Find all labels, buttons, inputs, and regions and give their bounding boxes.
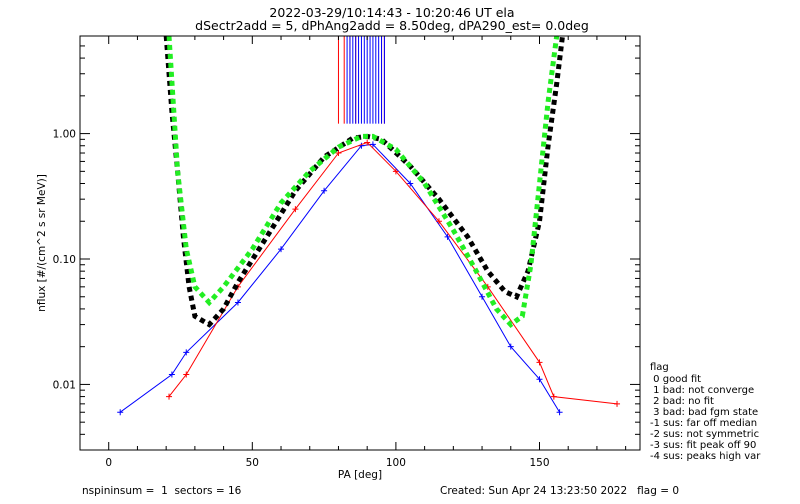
y-tick-label: 0.10	[53, 254, 76, 266]
legend-item: -2 sus: not symmetric	[650, 429, 759, 440]
series-line-fit2	[166, 35, 560, 328]
series-line-fit	[163, 35, 565, 328]
data-point-marker	[444, 233, 451, 240]
x-tick-label: 100	[386, 457, 406, 469]
plot-frame	[79, 35, 641, 451]
data-point-marker	[507, 343, 514, 350]
legend: flag 0 good fit 1 bad: not converge 2 ba…	[650, 362, 761, 462]
legend-item: 0 good fit	[650, 374, 701, 385]
legend-item: 2 bad: no fit	[650, 396, 714, 407]
data-point-marker	[166, 393, 173, 400]
data-point-marker	[168, 371, 175, 378]
data-point-marker	[392, 168, 399, 175]
data-point-marker	[364, 139, 371, 146]
x-axis-label: PA [deg]	[338, 469, 382, 481]
data-point-marker	[335, 150, 342, 157]
data-point-marker	[536, 376, 543, 383]
legend-item: -4 sus: peaks high var	[650, 451, 761, 462]
data-point-marker	[183, 371, 190, 378]
x-tick-label: 150	[529, 457, 549, 469]
footer-left: nspininsum = 1 sectors = 16	[82, 485, 242, 497]
data-point-marker	[614, 400, 621, 407]
legend-item: -1 sus: far off median	[650, 418, 757, 429]
y-tick-label: 0.01	[53, 379, 76, 391]
data-point-marker	[292, 206, 299, 213]
data-point-marker	[183, 349, 190, 356]
data-point-marker	[550, 393, 557, 400]
x-tick-label: 0	[105, 457, 112, 469]
data-point-marker	[435, 218, 442, 225]
data-point-marker	[234, 299, 241, 306]
x-tick-label: 50	[246, 457, 259, 469]
data-point-marker	[117, 409, 124, 416]
data-point-marker	[407, 180, 414, 187]
data-point-marker	[278, 246, 285, 253]
y-tick-label: 1.00	[53, 129, 76, 141]
series-line-red	[168, 141, 618, 405]
data-point-marker	[556, 409, 563, 416]
legend-item: 1 bad: not converge	[650, 385, 754, 396]
chart-subtitle: dSectr2add = 5, dPhAng2add = 8.50deg, dP…	[195, 18, 589, 33]
legend-item: -3 sus: fit peak off 90	[650, 440, 756, 451]
data-point-marker	[536, 359, 543, 366]
data-point-marker	[479, 293, 486, 300]
chart-title: 2022-03-29/10:14:43 - 10:20:46 UT ela	[269, 5, 514, 20]
y-axis-label: nflux [#/(cm^2 s sr MeV)]	[36, 174, 48, 312]
footer-right: Created: Sun Apr 24 13:23:50 2022 flag =…	[440, 485, 679, 497]
data-layer	[117, 35, 621, 416]
legend-title: flag	[650, 362, 669, 373]
ticks-layer: 0 50 100 150 1.00 0.10 0.01	[53, 35, 640, 469]
legend-item: 3 bad: bad fgm state	[650, 407, 758, 418]
data-point-marker	[369, 141, 376, 148]
data-point-marker	[321, 187, 328, 194]
